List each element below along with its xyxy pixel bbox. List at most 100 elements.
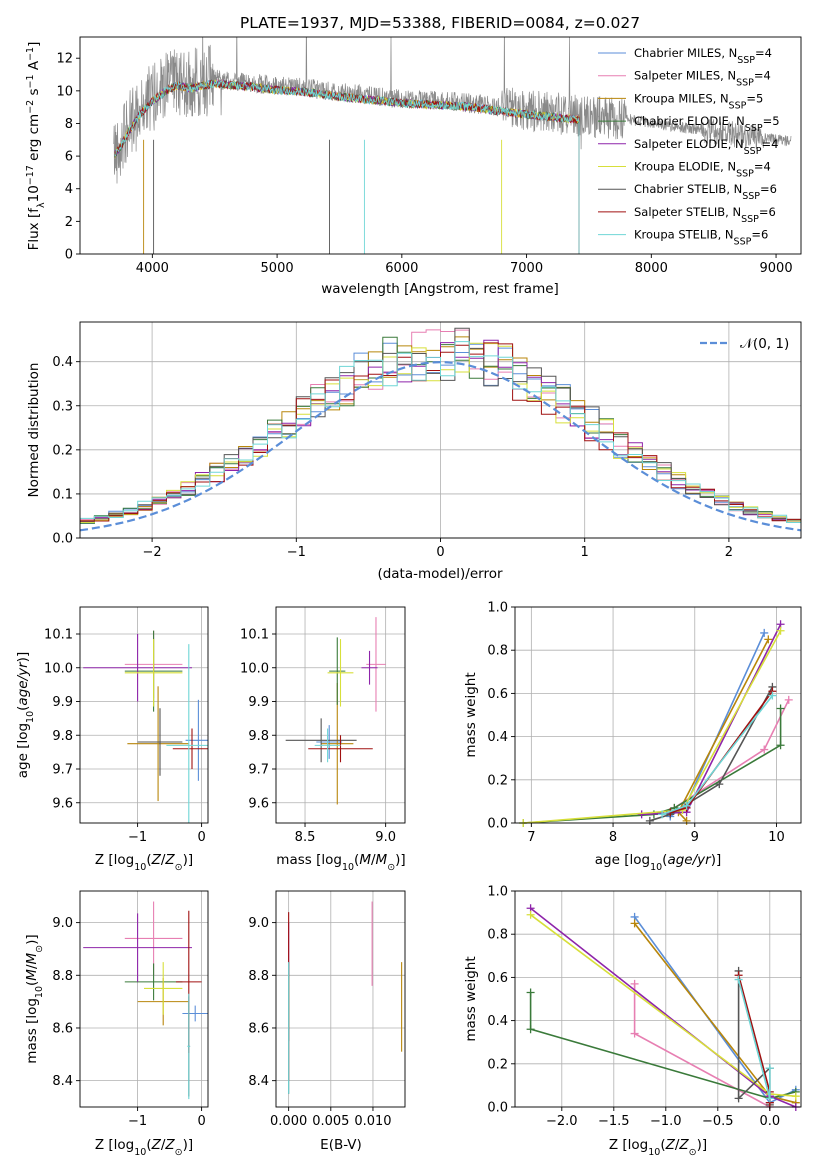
y-tick-label: 0.0 [487,817,508,832]
y-tick-label: 10.0 [240,661,269,676]
x-tick-label: 7 [527,830,535,845]
y-tick-label: 0.3 [52,399,73,414]
x-tick-label: −0.5 [702,1114,734,1129]
y-axis-label: mass weight [463,672,479,757]
x-tick-label: 0 [436,545,444,560]
legend-label: Kroupa MILES, NSSP=5 [634,91,763,111]
legend-label: Chabrier ELODIE, NSSP=5 [634,114,780,134]
plot-layer: 4000 5000 6000 7000 8000 9000024681012wavelen… [15,36,802,1158]
y-tick-label: 9.9 [248,695,269,710]
y-tick-label: 1.0 [487,885,508,900]
y-tick-label: 2 [65,215,73,230]
y-tick-label: 0.1 [52,487,73,502]
y-tick-label: 8.4 [52,1074,73,1089]
weight-line [523,708,782,824]
y-tick-label: 0.4 [487,1014,508,1029]
x-tick-label: 6000 [385,261,418,276]
x-tick-label: 9000 [760,261,793,276]
x-tick-label: 8.5 [295,830,316,845]
y-tick-label: 9.7 [248,763,269,778]
y-tick-label: 0.8 [487,928,508,943]
y-tick-label: 9.8 [52,729,73,744]
axes-frame [79,890,209,1108]
weight-marker [768,691,777,700]
x-axis-label: age [log10(age/yr)] [595,852,721,873]
y-tick-label: 0.0 [487,1101,508,1116]
weight-marker [734,1094,743,1103]
x-tick-label: 9.0 [375,830,396,845]
x-tick-label: 8 [609,830,617,845]
x-tick-label: 1 [581,545,589,560]
y-tick-label: 10.0 [44,661,73,676]
legend-label: Kroupa ELODIE, NSSP=4 [634,160,771,180]
weight-marker [682,816,691,825]
y-tick-label: 9.8 [248,729,269,744]
y-tick-label: 8.8 [248,969,269,984]
y-tick-label: 9.0 [52,916,73,931]
y-tick-label: 6 [65,150,73,165]
weight-marker [526,1025,535,1034]
x-tick-label: −1.0 [650,1114,682,1129]
weight-line [670,690,774,813]
panel-age-vs-mass: 8.5 9.0 9.6 9.7 9.8 9.9 10.0 10.1 mass [log10(M/… [240,606,406,873]
axes-frame [275,890,406,1108]
x-tick-label: 2 [725,545,733,560]
y-tick-label: 0.2 [52,443,73,458]
weight-marker [765,1094,774,1103]
weight-marker [526,910,535,919]
weight-marker [682,801,691,810]
y-tick-label: 9.9 [52,695,73,710]
weight-marker [637,810,646,819]
weight-marker [658,810,667,819]
weight-marker [760,628,769,637]
x-tick-label: 7000 [510,261,543,276]
legend-label: Salpeter MILES, NSSP=4 [634,69,771,89]
y-tick-label: 9.6 [52,796,73,811]
y-tick-label: 4 [65,182,73,197]
y-axis-label: age [log10(age/yr)] [15,652,36,778]
x-tick-label: −1 [128,1114,147,1129]
axes-frame [275,606,406,824]
weight-marker [630,919,639,928]
x-tick-label: 10 [768,830,785,845]
weight-marker [760,745,769,754]
panel-mass-vs-ebv: 0.000 0.005 0.010 8.4 8.6 8.8 9.0 E(B-V) [248,890,406,1153]
x-tick-label: 8000 [635,261,668,276]
weight-marker [630,1029,639,1038]
weight-marker [526,988,535,997]
y-tick-label: 8.6 [52,1021,73,1036]
weight-marker [784,695,793,704]
legend-label: Salpeter STELIB, NSSP=6 [634,205,776,225]
y-axis-label: Flux [fλ10−17 erg cm−2 s−1 A−1] [25,42,47,251]
axes-frame [514,606,802,824]
x-tick-label: 9 [691,830,699,845]
x-tick-label: −1.5 [598,1114,630,1129]
y-tick-label: 10.1 [44,628,73,643]
x-tick-label: 5000 [261,261,294,276]
panel-mass-vs-Z: −1 0 8.4 8.6 8.8 9.0 Z [log10(Z/Z⊙)] mass [log1… [24,890,209,1158]
weight-marker [776,741,785,750]
x-tick-label: 0.010 [354,1114,391,1129]
panel-mass-weight-vs-age: 7 8 9 10 0.0 0.2 0.4 0.6 0.8 1.0 mass weight age [l… [463,601,802,873]
y-tick-label: 10.1 [240,628,269,643]
y-tick-label: 0.8 [487,644,508,659]
axes-frame [79,36,802,255]
x-axis-label: E(B-V) [320,1137,362,1153]
weight-marker [715,780,724,789]
y-tick-label: 10 [56,84,73,99]
x-tick-label: 0.0 [759,1114,780,1129]
x-axis-label: Z [log10(Z/Z⊙)] [95,852,193,873]
histogram-step [80,341,801,523]
panel-mass-weight-vs-Z: −2.0 −1.5 −1.0 −0.5 0.0 0.0 0.2 0.4 0.6 0.8 1.0 mas… [463,885,802,1158]
y-tick-label: 9.7 [52,763,73,778]
x-axis-label: (data-model)/error [377,566,503,582]
legend-label: 𝒩(0, 1) [740,336,789,352]
y-tick-label: 0.6 [487,971,508,986]
figure-title: PLATE=1937, MJD=53388, FIBERID=0084, z=0… [240,14,640,32]
weight-line [530,914,796,1097]
panel-age-vs-Z: −1 0 9.6 9.7 9.8 9.9 10.0 10.1 Z [log10(Z/Z⊙)] ag… [15,606,209,873]
x-tick-label: 0.005 [312,1114,349,1129]
x-tick-label: 0.000 [270,1114,307,1129]
x-tick-label: −2.0 [546,1114,578,1129]
y-tick-label: 0.0 [52,532,73,547]
